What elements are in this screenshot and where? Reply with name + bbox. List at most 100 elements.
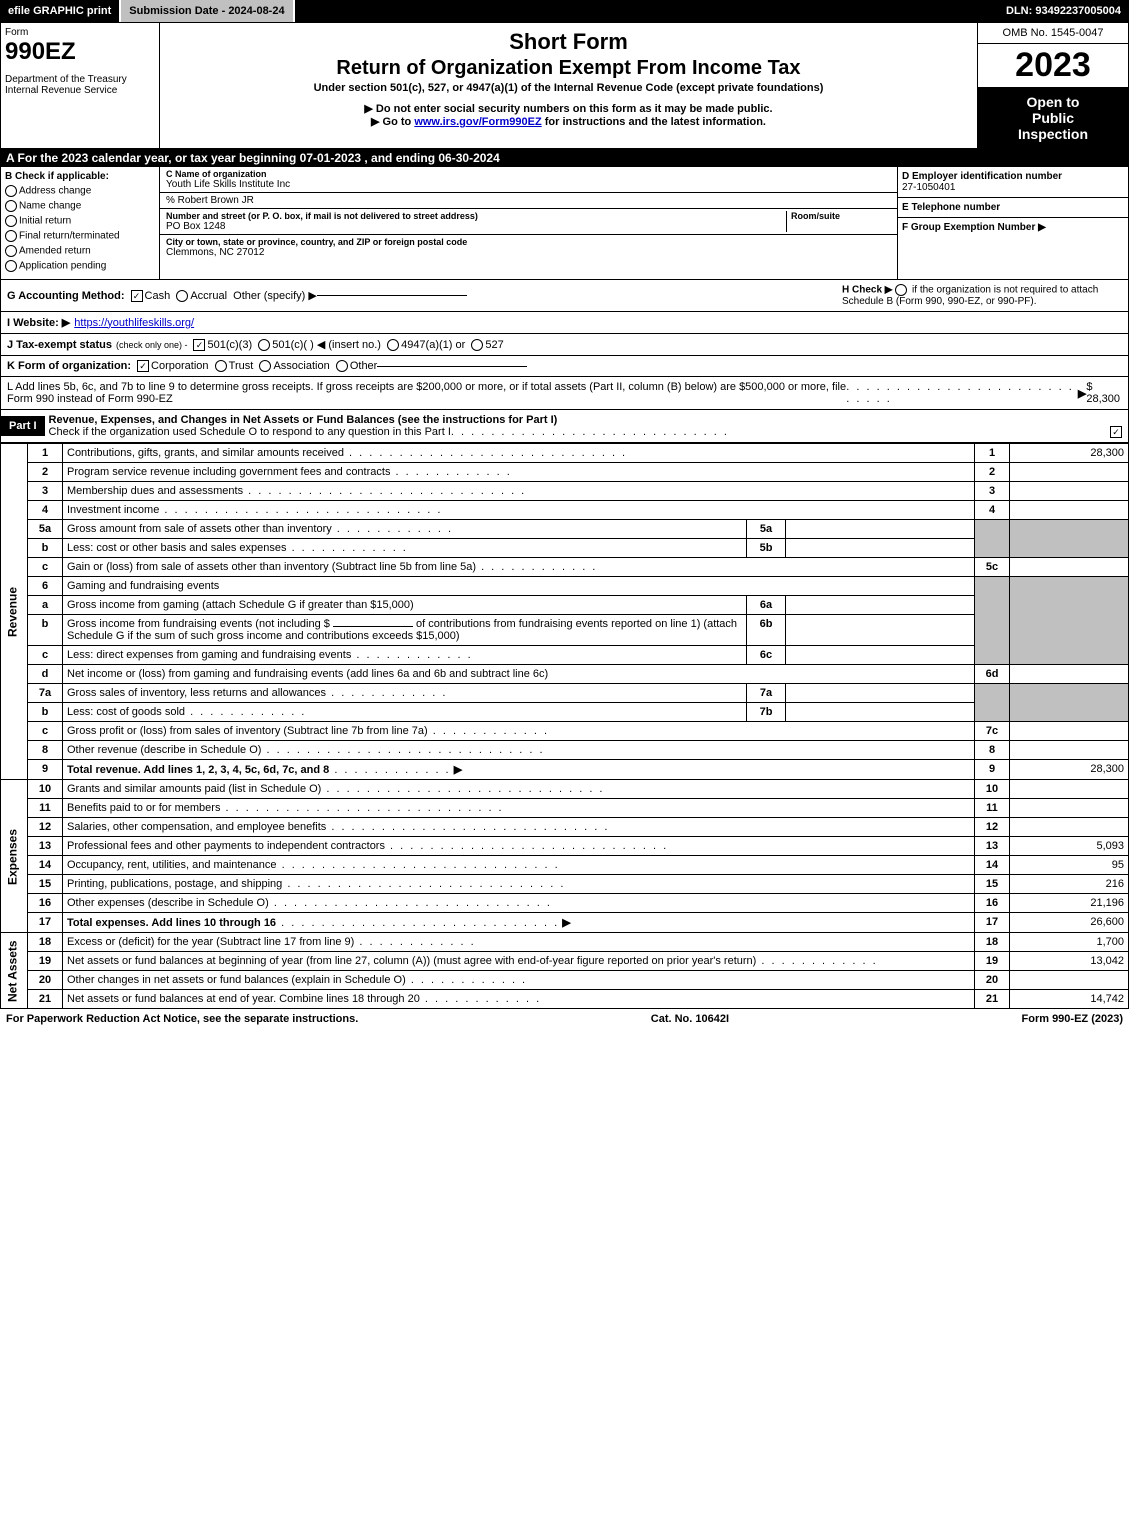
inline-val — [786, 615, 975, 646]
check-corporation[interactable]: ✓ — [137, 360, 149, 372]
spacer — [295, 0, 998, 22]
line-desc: Membership dues and assessments — [67, 485, 243, 497]
line-desc: Salaries, other compensation, and employ… — [67, 821, 326, 833]
line-right-num: 18 — [975, 933, 1010, 952]
check-application-pending[interactable]: Application pending — [5, 260, 155, 272]
care-of-row: % Robert Brown JR — [160, 193, 897, 209]
check-501c[interactable] — [258, 339, 270, 351]
line-amount: 216 — [1010, 875, 1129, 894]
line-right-num: 17 — [975, 913, 1010, 933]
check-final-return[interactable]: Final return/terminated — [5, 230, 155, 242]
line-desc: Net assets or fund balances at end of ye… — [67, 993, 420, 1005]
check-address-change[interactable]: Address change — [5, 185, 155, 197]
shaded — [1010, 520, 1129, 558]
check-initial-return[interactable]: Initial return — [5, 215, 155, 227]
line-desc: Program service revenue including govern… — [67, 466, 390, 478]
section-a: A For the 2023 calendar year, or tax yea… — [0, 149, 1129, 167]
line-desc: Net assets or fund balances at beginning… — [67, 955, 756, 967]
opt-other-specify: Other (specify) ▶ — [233, 289, 317, 302]
line-desc: Gross amount from sale of assets other t… — [67, 523, 332, 535]
footer-left: For Paperwork Reduction Act Notice, see … — [6, 1013, 358, 1025]
website-link[interactable]: https://youthlifeskills.org/ — [74, 317, 194, 329]
line-amount — [1010, 501, 1129, 520]
ein-value: 27-1050401 — [902, 182, 1124, 193]
shaded — [975, 520, 1010, 558]
line-right-num: 11 — [975, 799, 1010, 818]
check-name-change[interactable]: Name change — [5, 200, 155, 212]
form-label: Form — [5, 27, 155, 38]
check-schedule-o[interactable]: ✓ — [1110, 426, 1122, 438]
inline-num: 5b — [747, 539, 786, 558]
check-other-org[interactable] — [336, 360, 348, 372]
line-desc: Professional fees and other payments to … — [67, 840, 385, 852]
opt-cash: Cash — [145, 290, 171, 302]
line-desc: Occupancy, rent, utilities, and maintena… — [67, 859, 277, 871]
arrow-icon: ▶ — [1078, 387, 1086, 400]
org-name-row: C Name of organization Youth Life Skills… — [160, 167, 897, 193]
shaded — [975, 684, 1010, 722]
check-amended-return[interactable]: Amended return — [5, 245, 155, 257]
opt-501c: 501(c)( ) ◀ (insert no.) — [272, 338, 381, 351]
arrow-icon: ▶ — [454, 764, 462, 776]
opt-501c3: 501(c)(3) — [207, 339, 252, 351]
check-cash[interactable]: ✓ — [131, 290, 143, 302]
section-f: F Group Exemption Number ▶ — [898, 218, 1128, 237]
dots — [344, 447, 627, 459]
phone-label: E Telephone number — [902, 202, 1124, 213]
line-right-num: 9 — [975, 760, 1010, 780]
check-trust[interactable] — [215, 360, 227, 372]
form-subtitle: Under section 501(c), 527, or 4947(a)(1)… — [164, 82, 973, 94]
line-6b: b Gross income from fundraising events (… — [1, 615, 1129, 646]
line-desc: Benefits paid to or for members — [67, 802, 220, 814]
line-right-num: 10 — [975, 780, 1010, 799]
tax-exempt-label: J Tax-exempt status — [7, 339, 112, 351]
check-501c3[interactable]: ✓ — [193, 339, 205, 351]
instructions-link[interactable]: www.irs.gov/Form990EZ — [414, 116, 541, 128]
line-right-num: 1 — [975, 444, 1010, 463]
inspection-line-2: Public — [980, 110, 1126, 126]
line-2: 2 Program service revenue including gove… — [1, 463, 1129, 482]
check-accrual[interactable] — [176, 290, 188, 302]
inline-num: 6a — [747, 596, 786, 615]
check-schedule-b[interactable] — [895, 284, 907, 296]
dln-number: DLN: 93492237005004 — [998, 0, 1129, 22]
line-amount — [1010, 971, 1129, 990]
street-row: Number and street (or P. O. box, if mail… — [160, 209, 897, 235]
opt-other-org: Other — [350, 360, 378, 372]
website-label: I Website: ▶ — [7, 316, 70, 329]
line-11: 11 Benefits paid to or for members 11 — [1, 799, 1129, 818]
other-specify-input[interactable] — [317, 295, 467, 296]
opt-final-return: Final return/terminated — [19, 231, 120, 242]
line-5c: c Gain or (loss) from sale of assets oth… — [1, 558, 1129, 577]
footer-right: Form 990-EZ (2023) — [1022, 1013, 1124, 1025]
check-association[interactable] — [259, 360, 271, 372]
line-amount — [1010, 799, 1129, 818]
contributions-input[interactable] — [333, 626, 413, 627]
shaded — [1010, 577, 1129, 665]
expenses-label: Expenses — [1, 780, 28, 933]
line-desc: Printing, publications, postage, and shi… — [67, 878, 282, 890]
section-h: H Check ▶ if the organization is not req… — [842, 284, 1122, 307]
check-4947[interactable] — [387, 339, 399, 351]
other-org-input[interactable] — [377, 366, 527, 367]
line-9: 9 Total revenue. Add lines 1, 2, 3, 4, 5… — [1, 760, 1129, 780]
opt-name-change: Name change — [19, 201, 81, 212]
section-g-h: G Accounting Method: ✓Cash Accrual Other… — [0, 280, 1129, 312]
city-label: City or town, state or province, country… — [166, 237, 891, 247]
section-l-text: L Add lines 5b, 6c, and 7b to line 9 to … — [7, 381, 846, 405]
line-num: 1 — [28, 444, 63, 463]
street-label: Number and street (or P. O. box, if mail… — [166, 211, 786, 221]
line-4: 4 Investment income 4 — [1, 501, 1129, 520]
section-l: L Add lines 5b, 6c, and 7b to line 9 to … — [0, 377, 1129, 410]
info-block: B Check if applicable: Address change Na… — [0, 167, 1129, 280]
opt-corporation: Corporation — [151, 360, 208, 372]
line-desc: Gross income from gaming (attach Schedul… — [63, 596, 747, 615]
part-1-header-row: Part I Revenue, Expenses, and Changes in… — [0, 410, 1129, 443]
line-amount — [1010, 665, 1129, 684]
line-right-num: 20 — [975, 971, 1010, 990]
inspection-line-3: Inspection — [980, 126, 1126, 142]
line-amount — [1010, 482, 1129, 501]
check-527[interactable] — [471, 339, 483, 351]
footer-right-post: (2023) — [1088, 1013, 1123, 1025]
line-amount — [1010, 780, 1129, 799]
